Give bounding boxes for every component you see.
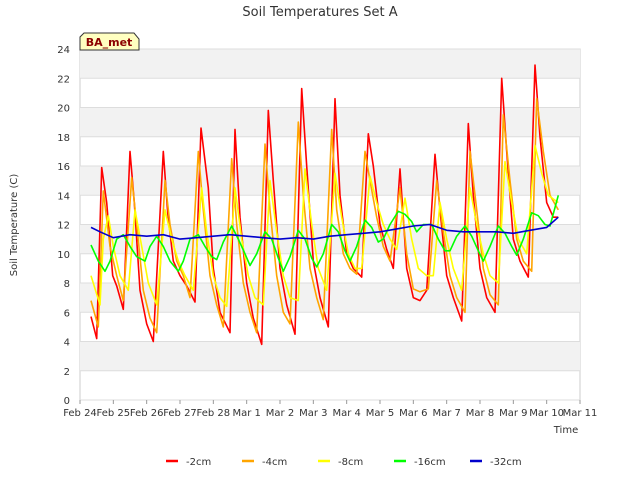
- x-tick-label: Mar 3: [299, 408, 327, 419]
- x-tick-label: Mar 4: [332, 408, 360, 419]
- y-tick-label: 10: [57, 250, 70, 261]
- y-tick-label: 22: [57, 74, 70, 85]
- x-tick-label: Mar 5: [366, 408, 394, 419]
- legend-item: -16cm: [394, 457, 446, 468]
- series-line-minus-2cm: [90, 64, 559, 346]
- x-axis-ticks: Feb 24 Feb 25 Feb 26 Feb 27 Feb 28 Mar 1 Mar 2…: [63, 400, 597, 419]
- series-line-minus-32cm: [90, 216, 559, 240]
- legend-item: -2cm: [166, 457, 211, 468]
- series-line-minus-8cm: [90, 144, 559, 308]
- y-tick-label: 0: [64, 396, 70, 407]
- y-tick-label: 18: [57, 133, 70, 144]
- x-tick-label: Mar 8: [466, 408, 494, 419]
- legend-label: -8cm: [338, 457, 363, 468]
- x-tick-label: Mar 1: [232, 408, 260, 419]
- y-tick-label: 6: [64, 308, 70, 319]
- x-tick-label: Mar 9: [499, 408, 527, 419]
- x-tick-label: Mar 7: [432, 408, 460, 419]
- series-line-minus-16cm: [90, 195, 560, 273]
- legend: -2cm -4cm -8cm -16cm -32cm: [166, 457, 522, 468]
- x-tick-label: Feb 26: [130, 408, 164, 419]
- x-tick-label: Mar 6: [399, 408, 427, 419]
- x-axis-label: Time: [553, 425, 578, 436]
- chart-title: Soil Temperatures Set A: [242, 5, 397, 20]
- y-tick-label: 8: [64, 279, 70, 290]
- x-tick-label: Feb 27: [163, 408, 197, 419]
- y-tick-label: 12: [57, 221, 70, 232]
- grid-band: [80, 341, 580, 371]
- legend-item: -8cm: [318, 457, 363, 468]
- y-tick-label: 20: [57, 104, 70, 115]
- legend-label: -32cm: [490, 457, 522, 468]
- legend-label: -16cm: [414, 457, 446, 468]
- station-badge: BA_met: [79, 32, 140, 51]
- plot-area: [79, 48, 581, 401]
- x-tick-label: Mar 10: [529, 408, 564, 419]
- badge-label: BA_met: [86, 36, 133, 49]
- y-tick-label: 2: [64, 367, 70, 378]
- series-layer: [90, 64, 560, 346]
- legend-label: -2cm: [186, 457, 211, 468]
- badge-shape: [79, 32, 140, 51]
- y-tick-label: 16: [57, 162, 70, 173]
- legend-label: -4cm: [262, 457, 287, 468]
- grid-band: [80, 107, 580, 137]
- y-tick-label: 14: [57, 191, 70, 202]
- x-tick-label: Mar 2: [266, 408, 294, 419]
- legend-item: -32cm: [470, 457, 522, 468]
- x-tick-label: Mar 11: [563, 408, 598, 419]
- gridlines: [80, 48, 580, 401]
- grid-band: [80, 49, 580, 79]
- x-tick-label: Feb 25: [97, 408, 131, 419]
- y-tick-label: 4: [64, 338, 70, 349]
- legend-item: -4cm: [242, 457, 287, 468]
- y-axis-label: Soil Temperature (C): [9, 174, 20, 277]
- x-tick-label: Feb 28: [197, 408, 231, 419]
- x-tick-label: Feb 24: [63, 408, 97, 419]
- y-tick-label: 24: [57, 45, 70, 56]
